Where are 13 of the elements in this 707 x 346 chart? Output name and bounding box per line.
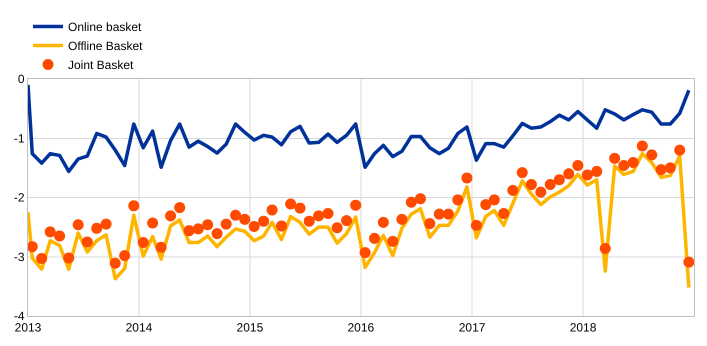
line-series bbox=[28, 83, 691, 174]
y-tick-label: -3 bbox=[14, 250, 25, 264]
legend-label: Joint Basket bbox=[68, 58, 134, 72]
x-tick-label: 2016 bbox=[348, 320, 375, 334]
x-tick-label: 2015 bbox=[236, 320, 264, 334]
x-tick-label: 2014 bbox=[126, 320, 153, 334]
x-tick-label: 2017 bbox=[458, 320, 486, 334]
y-tick-label: -1 bbox=[14, 131, 25, 146]
legend-label: Online basket bbox=[68, 20, 142, 34]
y-tick-label: 0 bbox=[18, 72, 25, 86]
y-tick-label: -2 bbox=[14, 190, 25, 205]
legend-label: Offline Basket bbox=[68, 39, 144, 54]
x-tick-label: 2018 bbox=[570, 320, 597, 334]
